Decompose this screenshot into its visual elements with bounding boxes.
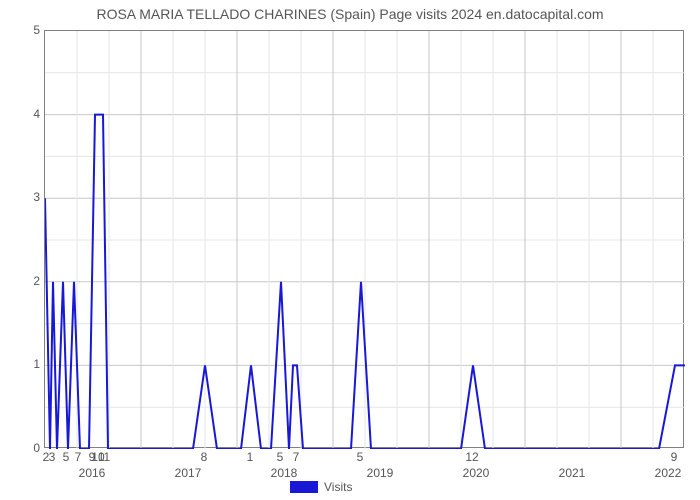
year-label: 2016 xyxy=(79,466,106,480)
y-tick-label: 1 xyxy=(10,357,40,371)
legend-swatch xyxy=(290,481,318,493)
year-label: 2020 xyxy=(463,466,490,480)
year-label: 2018 xyxy=(271,466,298,480)
y-tick-label: 2 xyxy=(10,274,40,288)
x-tick-label: 9 xyxy=(671,450,678,464)
year-label: 2019 xyxy=(367,466,394,480)
x-tick-label: 8 xyxy=(201,450,208,464)
year-label: 2017 xyxy=(175,466,202,480)
year-label: 2022 xyxy=(655,466,682,480)
plot-area xyxy=(44,30,684,448)
legend-label: Visits xyxy=(324,480,352,494)
x-tick-label: 5 xyxy=(357,450,364,464)
chart-title: ROSA MARIA TELLADO CHARINES (Spain) Page… xyxy=(0,6,700,22)
x-tick-label: 5 xyxy=(63,450,70,464)
legend: Visits xyxy=(290,480,352,494)
x-tick-label: 3 xyxy=(49,450,56,464)
year-label: 2021 xyxy=(559,466,586,480)
y-tick-label: 5 xyxy=(10,23,40,37)
y-tick-label: 0 xyxy=(10,441,40,455)
x-tick-label: 7 xyxy=(293,450,300,464)
x-tick-label: 12 xyxy=(465,450,478,464)
x-tick-label: 7 xyxy=(75,450,82,464)
y-tick-label: 4 xyxy=(10,107,40,121)
x-tick-label: 1 xyxy=(247,450,254,464)
line-series xyxy=(45,31,685,449)
y-tick-label: 3 xyxy=(10,190,40,204)
x-tick-label: 5 xyxy=(277,450,284,464)
x-tick-label: 11 xyxy=(98,450,110,464)
